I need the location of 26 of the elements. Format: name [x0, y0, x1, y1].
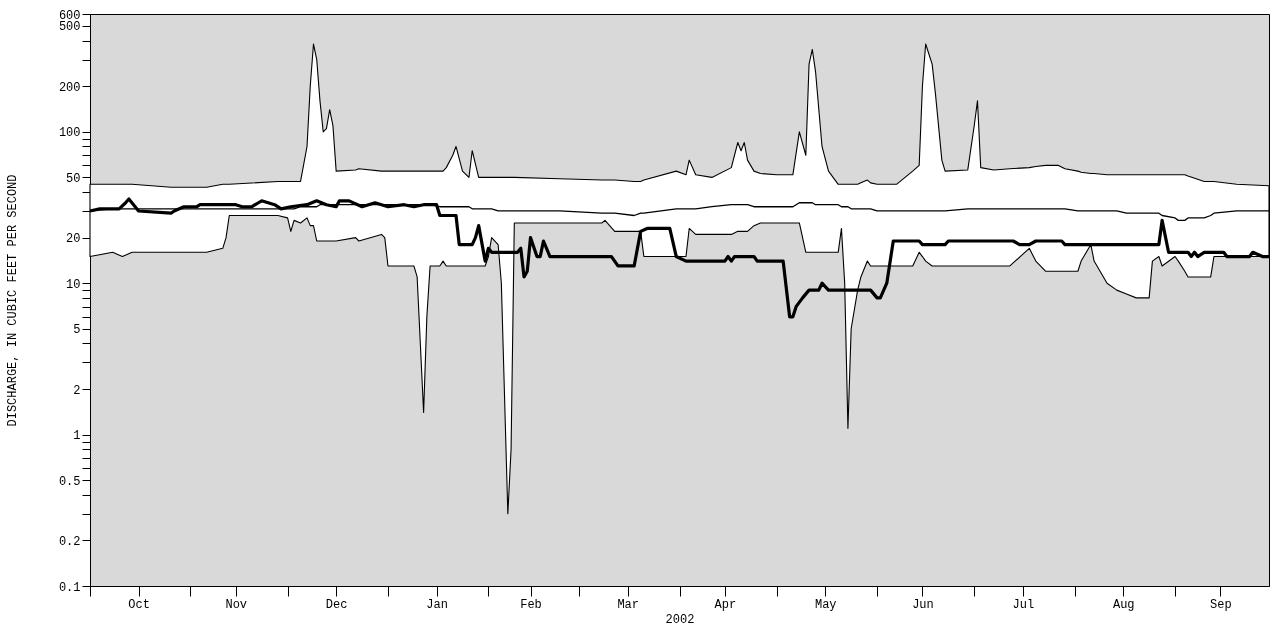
- x-tick-label: Mar: [617, 597, 639, 612]
- x-tick-label: Jan: [426, 597, 448, 612]
- x-tick-label: Sep: [1210, 597, 1232, 612]
- y-tick-label: 50: [66, 171, 81, 186]
- y-tick-label: 100: [58, 126, 81, 141]
- y-tick-label: 1: [73, 429, 81, 444]
- x-tick-label: Aug: [1112, 597, 1135, 612]
- y-tick-label: 0.5: [58, 474, 81, 489]
- x-tick-label: Jun: [912, 597, 934, 612]
- y-tick-label: 500: [58, 20, 81, 35]
- x-tick-label: Nov: [225, 597, 248, 612]
- x-tick-label: Feb: [520, 597, 542, 612]
- y-tick-label: 2: [73, 383, 81, 398]
- y-tick-label: 10: [66, 277, 81, 292]
- x-tick-label: May: [814, 597, 837, 612]
- x-axis-title: 2002: [665, 612, 695, 627]
- y-tick-label: 0.2: [58, 534, 81, 549]
- y-axis-title: DISCHARGE, IN CUBIC FEET PER SECOND: [5, 174, 20, 427]
- y-tick-label: 5: [73, 323, 81, 338]
- x-tick-label: Jul: [1012, 597, 1035, 612]
- y-tick-label: 0.1: [58, 580, 81, 595]
- x-tick-label: Oct: [128, 597, 150, 612]
- x-tick-label: Apr: [714, 597, 737, 612]
- y-tick-label: 20: [66, 232, 81, 247]
- y-tick-label: 200: [58, 80, 81, 95]
- x-tick-label: Dec: [325, 597, 348, 612]
